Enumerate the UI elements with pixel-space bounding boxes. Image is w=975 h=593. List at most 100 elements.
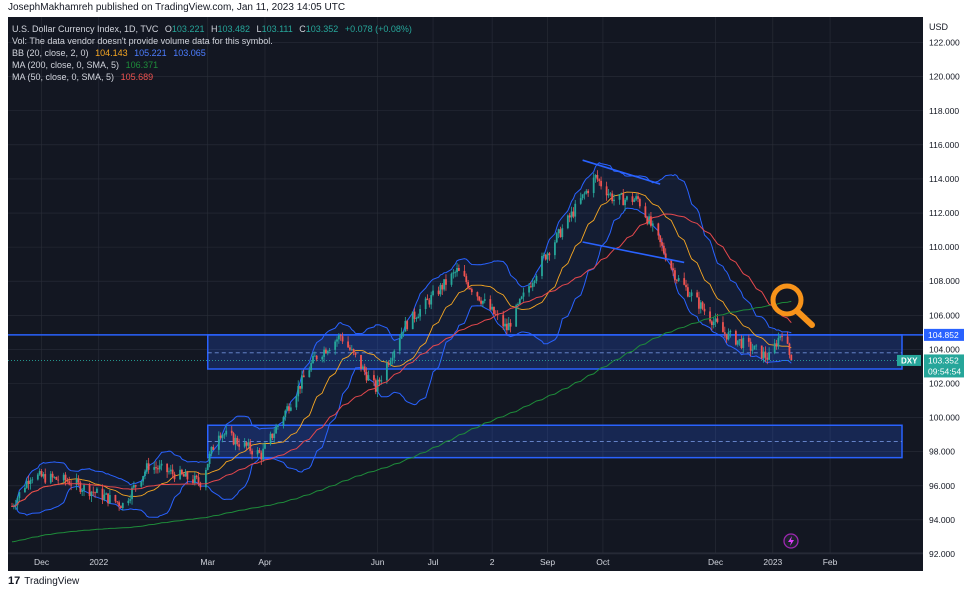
candle-body — [284, 410, 287, 418]
candle-body — [83, 484, 85, 491]
candle-body — [596, 174, 599, 180]
candle-body — [491, 306, 494, 310]
candle-body — [441, 284, 444, 290]
candle-body — [312, 355, 314, 364]
event-icon[interactable] — [783, 533, 799, 549]
candle-body — [469, 288, 471, 290]
legend-open: 103.221 — [172, 24, 205, 34]
axes: USD 122.000 120.000 118.000 116.000 114.000 11… — [8, 22, 960, 567]
y-tick-label: 92.000 — [929, 549, 955, 559]
candle-body — [548, 253, 551, 256]
candle-body — [347, 341, 349, 348]
candle-body — [121, 503, 124, 509]
candle-body — [197, 477, 200, 483]
candle-body — [749, 341, 752, 351]
candle-body — [24, 487, 26, 493]
candle-body — [463, 270, 466, 277]
candle-body — [650, 216, 652, 226]
candle-body — [31, 479, 34, 481]
candle-body — [734, 330, 737, 345]
candle-body — [367, 375, 370, 381]
candle-body — [570, 211, 573, 218]
y-tick-label: 106.000 — [929, 310, 960, 320]
candle-body — [301, 375, 303, 389]
symbol-badge-text: DXY — [901, 356, 918, 365]
x-tick-label: 2022 — [89, 557, 108, 567]
candle-body — [740, 339, 743, 348]
candle-body — [710, 321, 713, 326]
candle-body — [365, 371, 368, 381]
candle-body — [273, 433, 276, 439]
candle-body — [349, 347, 351, 350]
candle-body — [760, 345, 763, 359]
x-tick-label: Dec — [34, 557, 50, 567]
candle-body — [709, 311, 711, 322]
candle-body — [544, 254, 547, 260]
candle-body — [509, 322, 512, 327]
y-tick-label: 116.000 — [929, 140, 959, 150]
candle-body — [443, 279, 446, 290]
candle-body — [51, 473, 54, 478]
candle-body — [554, 242, 556, 256]
candle-body — [638, 198, 641, 207]
candle-body — [688, 295, 691, 297]
candle-body — [699, 302, 702, 309]
candle-body — [350, 349, 353, 350]
candle-body — [195, 475, 198, 478]
x-tick-label: Oct — [596, 557, 610, 567]
candle-body — [361, 366, 364, 369]
y-tick-label: 114.000 — [929, 174, 959, 184]
candle-body — [208, 453, 211, 464]
candle-body — [193, 475, 196, 484]
candle-body — [275, 426, 277, 434]
candle-body — [158, 465, 161, 470]
candle-body — [389, 360, 392, 365]
candle-body — [398, 338, 401, 351]
candle-body — [572, 211, 575, 217]
candle-body — [546, 253, 549, 260]
candle-body — [631, 196, 634, 202]
candle-body — [659, 235, 662, 243]
candle-body — [716, 318, 719, 323]
candle-body — [363, 366, 366, 372]
candle-body — [555, 233, 558, 243]
candle-body — [295, 396, 298, 408]
candle-body — [476, 292, 479, 297]
candle-body — [467, 282, 470, 289]
y-tick-label: 120.000 — [929, 72, 960, 82]
candle-body — [480, 300, 482, 304]
candle-body — [108, 495, 111, 504]
candle-body — [36, 474, 39, 480]
candle-body — [790, 354, 793, 361]
y-tick-label: 108.000 — [929, 276, 960, 286]
grid — [8, 17, 923, 555]
candle-body — [766, 357, 769, 360]
candle-body — [310, 363, 313, 371]
candle-body — [337, 335, 340, 340]
y-tick-label: 122.000 — [929, 38, 960, 48]
candle-body — [336, 339, 338, 342]
candle-body — [644, 206, 647, 218]
candle-body — [727, 332, 730, 340]
candle-body — [585, 190, 588, 194]
candle-body — [88, 484, 91, 497]
candle-body — [535, 276, 538, 282]
candle-body — [574, 203, 577, 217]
candle-body — [92, 491, 95, 493]
symbol-badge — [897, 354, 921, 366]
candle-body — [657, 223, 660, 236]
candle-body — [568, 215, 571, 218]
candle-body — [144, 471, 146, 477]
candle-body — [77, 479, 80, 483]
publisher-header: JosephMakhamreh published on TradingView… — [8, 2, 346, 13]
y-tick-label: 118.000 — [929, 106, 959, 116]
candle-body — [583, 193, 586, 195]
bb-fill — [12, 162, 792, 518]
candle-body — [635, 196, 638, 200]
candle-body — [234, 437, 237, 445]
candles — [11, 170, 793, 511]
candle-body — [236, 437, 239, 445]
legend-bb-v3: 103.065 — [173, 48, 206, 58]
candle-body — [96, 488, 98, 493]
